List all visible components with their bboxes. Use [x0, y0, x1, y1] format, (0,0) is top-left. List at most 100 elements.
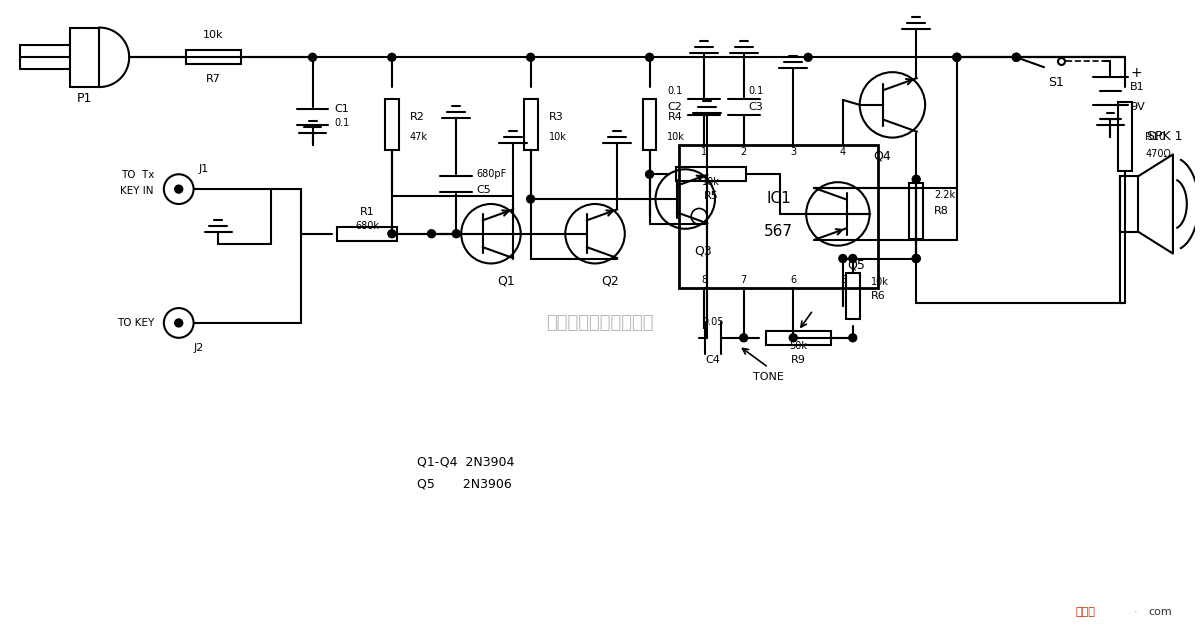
Text: 470Ω: 470Ω	[1145, 149, 1171, 160]
Text: 10k: 10k	[871, 277, 888, 287]
Circle shape	[839, 254, 847, 263]
Text: Q5       2N3906: Q5 2N3906	[416, 477, 511, 490]
Circle shape	[912, 254, 920, 263]
Text: 10k: 10k	[667, 132, 685, 142]
Text: C5: C5	[476, 185, 491, 195]
Text: 8: 8	[701, 275, 707, 285]
Text: R7: R7	[206, 74, 221, 84]
Text: 0.1: 0.1	[667, 86, 683, 96]
Text: 2: 2	[740, 147, 746, 158]
Text: C2: C2	[667, 102, 683, 112]
Text: R2: R2	[409, 112, 425, 122]
Circle shape	[308, 53, 317, 61]
Text: 0.1: 0.1	[749, 86, 764, 96]
Text: 9V: 9V	[1130, 102, 1145, 112]
Text: Q5: Q5	[847, 259, 865, 272]
Text: 4: 4	[840, 147, 846, 158]
Text: 2.2k: 2.2k	[934, 190, 955, 200]
Text: 50k: 50k	[790, 341, 808, 351]
Text: KEY IN: KEY IN	[120, 186, 154, 196]
Text: Q1-Q4  2N3904: Q1-Q4 2N3904	[416, 455, 514, 468]
Text: J1: J1	[198, 165, 209, 174]
Circle shape	[388, 53, 396, 61]
Text: 3: 3	[791, 147, 797, 158]
Bar	[679, 144, 877, 288]
Circle shape	[953, 53, 961, 61]
Circle shape	[527, 53, 534, 61]
Text: Q2: Q2	[601, 275, 619, 288]
Bar	[766, 331, 830, 345]
Text: R6: R6	[871, 291, 886, 301]
Text: 10k: 10k	[203, 30, 223, 41]
Text: J2: J2	[193, 342, 204, 353]
Circle shape	[646, 170, 654, 179]
Circle shape	[388, 230, 396, 238]
Text: Q3: Q3	[695, 244, 712, 257]
Text: 567: 567	[764, 223, 793, 239]
Text: Q1: Q1	[497, 275, 515, 288]
Text: 0.05: 0.05	[702, 317, 724, 327]
Text: 5: 5	[840, 275, 846, 285]
Text: R9: R9	[791, 354, 805, 365]
Bar	[677, 167, 745, 181]
Text: 680k: 680k	[355, 221, 379, 231]
Text: 10k: 10k	[702, 177, 720, 187]
Bar	[1118, 102, 1133, 172]
Text: SPK 1: SPK 1	[1147, 130, 1183, 143]
Circle shape	[912, 175, 920, 183]
Text: B1: B1	[1130, 82, 1145, 92]
Text: TONE: TONE	[754, 372, 784, 382]
Text: S1: S1	[1048, 75, 1064, 89]
Circle shape	[912, 254, 920, 263]
Circle shape	[1013, 53, 1020, 61]
Text: 1: 1	[701, 147, 707, 158]
Circle shape	[953, 53, 961, 61]
Text: 6: 6	[791, 275, 797, 285]
Text: 0.1: 0.1	[335, 118, 349, 128]
Text: P1: P1	[77, 92, 92, 106]
Circle shape	[739, 334, 748, 342]
Circle shape	[175, 319, 182, 327]
Circle shape	[848, 254, 857, 263]
Circle shape	[1013, 53, 1020, 61]
Text: C3: C3	[749, 102, 763, 112]
Text: +: +	[1130, 66, 1142, 80]
Text: 680pF: 680pF	[476, 169, 506, 179]
Text: C1: C1	[335, 104, 349, 114]
Text: R1: R1	[360, 207, 374, 217]
Circle shape	[790, 334, 797, 342]
Text: 接线图: 接线图	[1075, 608, 1096, 617]
Text: R8: R8	[934, 206, 949, 216]
Circle shape	[175, 185, 182, 193]
Text: Q4: Q4	[874, 150, 892, 163]
Text: R3: R3	[548, 112, 563, 122]
Text: 10k: 10k	[548, 132, 566, 142]
Text: R4: R4	[667, 112, 683, 122]
Bar	[910, 183, 923, 239]
Bar	[523, 99, 538, 151]
Bar	[643, 99, 656, 151]
Circle shape	[452, 230, 461, 238]
Text: TO  Tx: TO Tx	[120, 170, 154, 180]
Circle shape	[804, 53, 812, 61]
Bar	[846, 273, 859, 319]
Text: C4: C4	[706, 354, 720, 365]
Text: IC1: IC1	[766, 191, 791, 206]
Text: R5: R5	[703, 191, 719, 201]
Bar	[385, 99, 398, 151]
Bar	[70, 28, 100, 87]
Circle shape	[427, 230, 436, 238]
Text: com: com	[1148, 608, 1172, 617]
Bar	[186, 51, 241, 64]
Text: TO KEY: TO KEY	[116, 318, 154, 328]
Circle shape	[646, 53, 654, 61]
Text: ·: ·	[1134, 608, 1138, 617]
Text: 7: 7	[740, 275, 746, 285]
Text: R10: R10	[1145, 132, 1166, 142]
Bar	[1121, 176, 1139, 232]
Circle shape	[848, 334, 857, 342]
Bar	[337, 227, 397, 241]
Text: 杭州祺睿科技有限公司: 杭州祺睿科技有限公司	[546, 314, 654, 332]
Text: 47k: 47k	[409, 132, 427, 142]
Circle shape	[527, 195, 534, 203]
